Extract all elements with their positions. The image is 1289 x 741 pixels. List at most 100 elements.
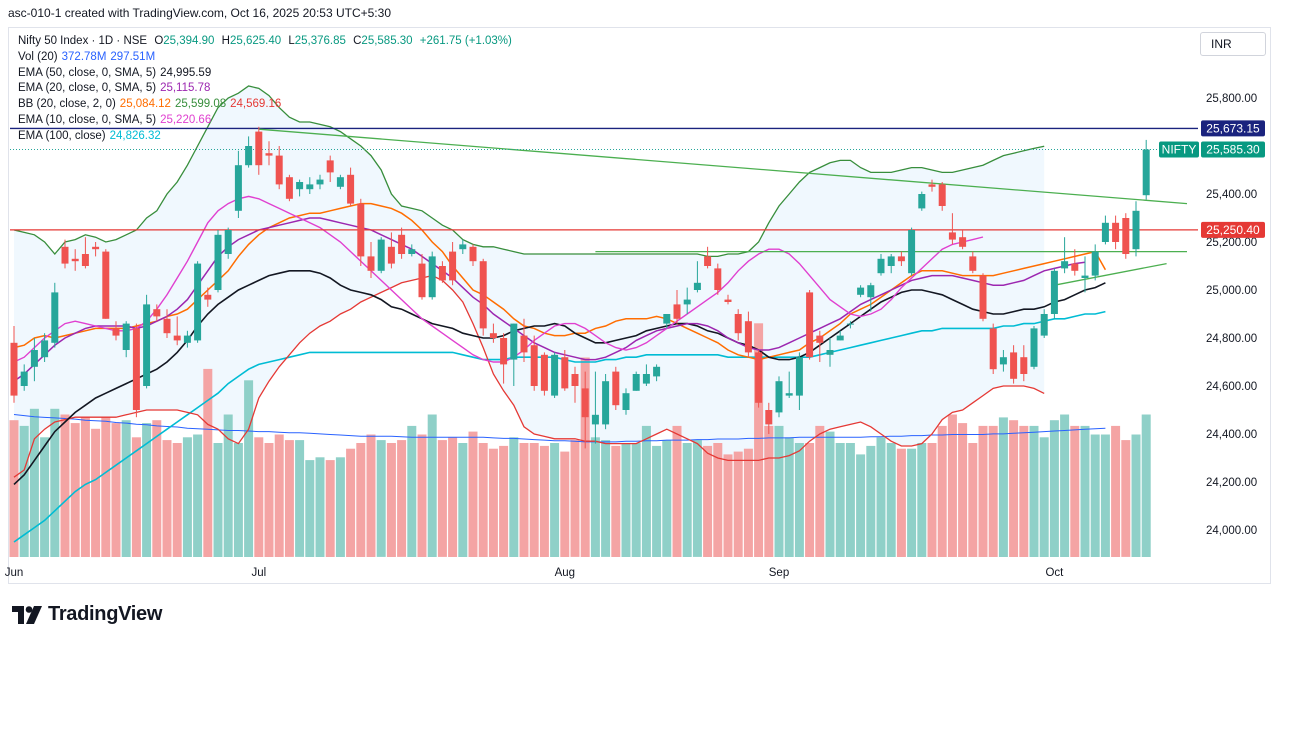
volume-bar xyxy=(601,440,611,557)
price-tag-resistance: 25,673.15 xyxy=(1206,121,1260,135)
candle-body xyxy=(642,374,650,384)
volume-bar xyxy=(886,443,896,557)
volume-bar xyxy=(182,437,192,557)
candle-body xyxy=(469,246,477,262)
candle-body xyxy=(1061,261,1069,269)
volume-bar xyxy=(386,443,396,557)
volume-bar xyxy=(458,443,468,557)
series-ema-10 xyxy=(13,195,984,363)
ohlc-high-label: H xyxy=(221,35,230,47)
candle-body xyxy=(234,165,242,211)
price-tag-symbol-bg xyxy=(1159,141,1199,158)
candle-body xyxy=(153,309,161,317)
volume-bar xyxy=(111,423,121,557)
volume-bar xyxy=(1100,434,1110,557)
legend-row-label: EMA (50, close, 0, SMA, 5) xyxy=(18,66,157,79)
candle-body xyxy=(622,393,630,410)
chart-frame[interactable] xyxy=(8,27,1271,584)
price-tag-support-bg xyxy=(1201,221,1265,238)
volume-bar xyxy=(784,437,794,557)
series-bb-lower xyxy=(13,274,1045,478)
candle-body xyxy=(41,340,49,358)
legend-row[interactable]: EMA (50, close, 0, SMA, 5) 24,995.59 xyxy=(18,66,512,82)
volume-bar xyxy=(356,443,366,557)
candle-body xyxy=(122,323,130,350)
candle-body xyxy=(816,335,824,343)
candle-body xyxy=(336,177,344,187)
volume-bar xyxy=(835,443,845,557)
candle-body xyxy=(520,335,528,353)
candle-body xyxy=(724,299,732,302)
candle-body xyxy=(398,234,406,254)
volume-bar xyxy=(968,443,978,557)
volume-bar xyxy=(692,440,702,557)
volume-bar xyxy=(284,440,294,557)
symbol-label[interactable]: Nifty 50 Index · 1D · NSE xyxy=(18,35,148,47)
candle-body xyxy=(632,374,640,391)
volume-bar xyxy=(570,440,580,557)
price-tag-symbol: NIFTY xyxy=(1162,143,1197,157)
candle-body xyxy=(612,371,620,406)
candle-body xyxy=(999,357,1007,365)
candle-body xyxy=(1101,222,1109,242)
volume-bar xyxy=(590,437,600,557)
volume-bar xyxy=(448,437,458,557)
volume-bar xyxy=(907,448,917,557)
volume-bar xyxy=(713,443,723,557)
currency-button[interactable]: INR xyxy=(1200,32,1266,56)
tradingview-logo-text: TradingView xyxy=(48,603,163,625)
candle-body xyxy=(81,254,89,266)
volume-bar xyxy=(244,380,254,557)
legend-row[interactable]: EMA (100, close) 24,826.32 xyxy=(18,129,512,145)
candle-body xyxy=(887,256,895,266)
candle-body xyxy=(428,256,436,298)
candle-body xyxy=(1071,263,1079,271)
candle-body xyxy=(245,146,253,166)
price-chart[interactable]: 24,000.00 24,200.00 24,400.00 24,600.00 24,8… xyxy=(0,0,1289,600)
rising-trendline xyxy=(1054,262,1167,286)
candle-body xyxy=(785,393,793,396)
legend-row[interactable]: BB (20, close, 2, 0) 25,084.12 25,599.08 24… xyxy=(18,97,512,113)
candle-body xyxy=(897,256,905,262)
candle-body xyxy=(255,131,263,166)
candle-body xyxy=(551,354,559,396)
volume-bar xyxy=(539,445,549,557)
volume-bar xyxy=(519,443,529,557)
candle-body xyxy=(1122,218,1130,254)
candle-body xyxy=(347,174,355,204)
volume-bar xyxy=(346,448,356,557)
candle-body xyxy=(704,256,712,266)
candle-body xyxy=(10,342,18,396)
candle-body xyxy=(653,366,661,377)
legend-row[interactable]: EMA (20, close, 0, SMA, 5) 25,115.78 xyxy=(18,81,512,97)
volume-bar xyxy=(91,428,101,558)
legend-row-label: EMA (10, close, 0, SMA, 5) xyxy=(18,113,157,126)
candle-body xyxy=(132,328,140,410)
chart-header-title: asc-010-1 created with TradingView.com, … xyxy=(8,6,391,20)
candle-body xyxy=(602,381,610,425)
candle-body xyxy=(571,374,579,386)
candle-body xyxy=(326,160,334,173)
candle-body xyxy=(143,304,151,386)
candle-body xyxy=(510,323,518,360)
legend-row[interactable]: EMA (10, close, 0, SMA, 5) 25,220.66 xyxy=(18,113,512,129)
candle-body xyxy=(530,345,538,386)
x-tick-label: Jun xyxy=(5,567,24,579)
volume-bar xyxy=(815,425,825,557)
volume-bar xyxy=(254,437,264,557)
candle-body xyxy=(92,246,100,250)
legend-row-value: 25,084.12 xyxy=(119,98,171,111)
volume-bar xyxy=(611,445,621,557)
ohlc-close-label: C xyxy=(353,35,362,47)
candle-body xyxy=(1091,251,1099,276)
legend-row-value: 24,826.32 xyxy=(109,129,161,142)
volume-bar xyxy=(794,443,804,557)
volume-bar xyxy=(223,414,233,557)
volume-bar xyxy=(1121,440,1131,557)
volume-bar xyxy=(70,423,80,557)
legend-row[interactable]: Vol (20) 372.78M 297.51M xyxy=(18,50,512,66)
volume-bar xyxy=(407,425,417,557)
candle-body xyxy=(367,256,375,271)
y-tick-label: 24,600.00 xyxy=(1206,381,1257,393)
candle-body xyxy=(265,153,273,156)
